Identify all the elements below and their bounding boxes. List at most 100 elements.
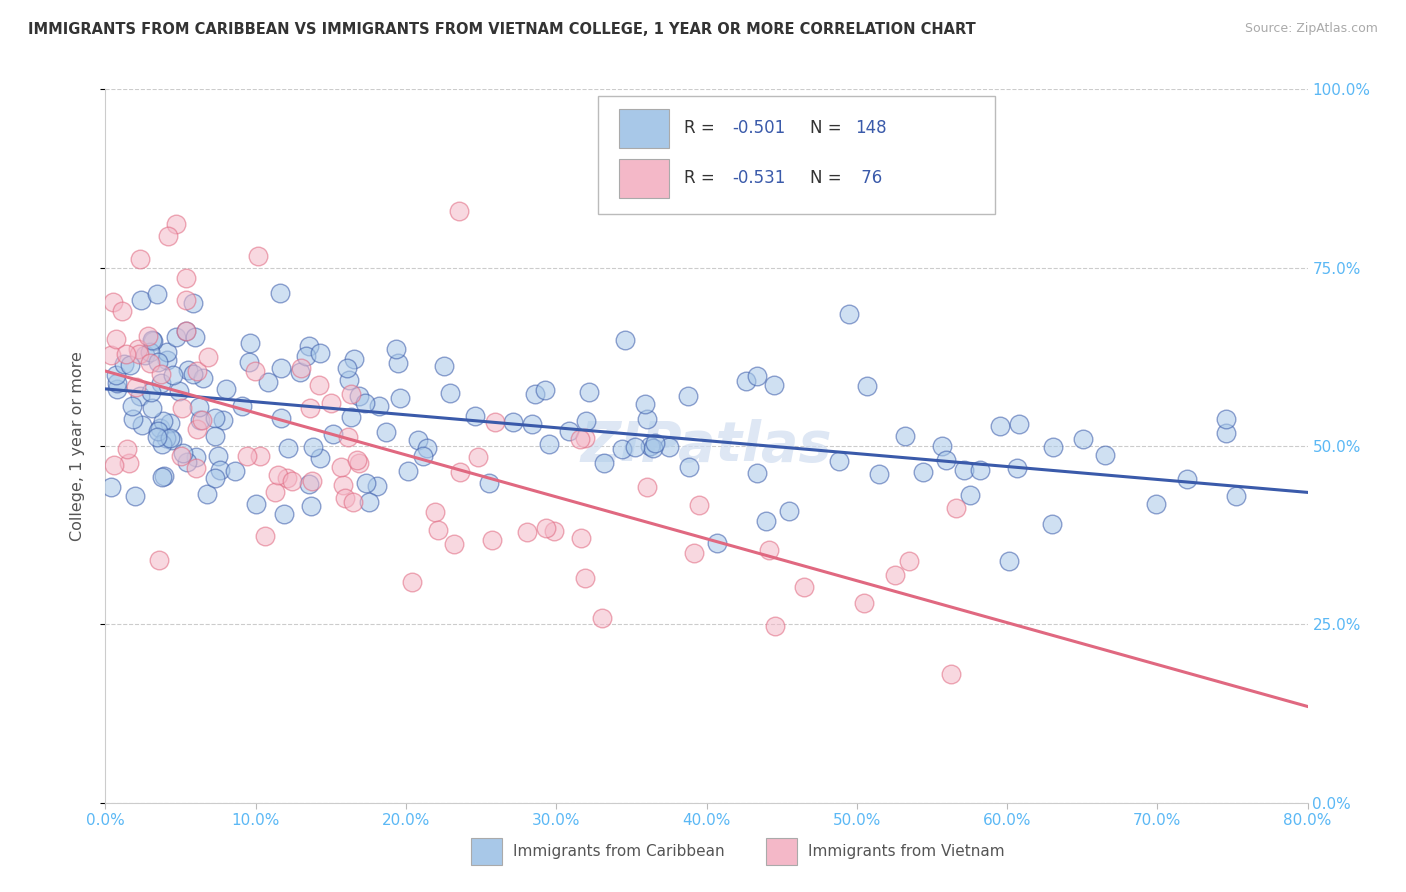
Point: [333, 491, 356, 506]
Point: [578, 385, 600, 400]
Point: [118, 359, 141, 373]
Point: [613, 334, 636, 348]
Text: R =: R =: [683, 169, 720, 187]
Point: [104, 332, 127, 346]
Point: [181, 296, 204, 310]
Point: [238, 355, 260, 369]
Point: [534, 383, 557, 397]
Text: Immigrants from Vietnam: Immigrants from Vietnam: [808, 845, 1005, 859]
Text: ZIPatlas: ZIPatlas: [581, 419, 832, 473]
Point: [172, 446, 194, 460]
Point: [299, 499, 322, 513]
Point: [290, 361, 312, 376]
Point: [423, 505, 446, 519]
Point: [998, 554, 1021, 568]
Point: [263, 484, 285, 499]
Point: [416, 442, 439, 456]
Point: [683, 546, 706, 560]
Point: [634, 397, 657, 411]
Point: [322, 427, 344, 442]
Point: [447, 203, 470, 218]
Point: [735, 375, 758, 389]
Point: [160, 433, 183, 447]
Point: [557, 425, 579, 439]
Point: [100, 348, 122, 362]
Point: [502, 415, 524, 429]
Point: [349, 389, 371, 403]
Point: [1144, 497, 1167, 511]
Point: [340, 410, 363, 425]
Point: [249, 450, 271, 464]
Point: [165, 329, 187, 343]
Point: [1215, 411, 1237, 425]
Point: [103, 295, 125, 310]
Point: [176, 455, 198, 469]
Point: [156, 345, 179, 359]
Point: [1175, 472, 1198, 486]
Text: N =: N =: [810, 120, 846, 137]
Point: [159, 416, 181, 430]
Point: [959, 488, 981, 502]
Point: [188, 413, 211, 427]
Point: [181, 368, 204, 382]
Point: [186, 364, 208, 378]
FancyBboxPatch shape: [766, 838, 797, 865]
Point: [172, 401, 194, 416]
Point: [676, 389, 699, 403]
Point: [330, 460, 353, 475]
Point: [747, 466, 769, 480]
Point: [115, 442, 138, 457]
Point: [464, 409, 486, 423]
Point: [302, 440, 325, 454]
Point: [146, 286, 169, 301]
Point: [139, 355, 162, 369]
Point: [332, 478, 354, 492]
Point: [346, 453, 368, 467]
Point: [1042, 440, 1064, 454]
Point: [150, 376, 173, 390]
Point: [184, 461, 207, 475]
Point: [111, 304, 134, 318]
Point: [257, 376, 280, 390]
Point: [1215, 426, 1237, 441]
Point: [100, 481, 122, 495]
Point: [953, 463, 976, 477]
Point: [150, 367, 173, 381]
Point: [276, 471, 298, 485]
Point: [478, 475, 501, 490]
Text: -0.501: -0.501: [731, 120, 785, 137]
Point: [295, 349, 318, 363]
Point: [146, 430, 169, 444]
Point: [301, 474, 323, 488]
Point: [516, 524, 538, 539]
Point: [855, 379, 877, 393]
Point: [385, 342, 408, 356]
Point: [128, 347, 150, 361]
Point: [212, 413, 235, 427]
Point: [1071, 433, 1094, 447]
Point: [574, 571, 596, 585]
Point: [342, 495, 364, 509]
Point: [174, 293, 197, 307]
Point: [235, 449, 257, 463]
Point: [162, 368, 184, 382]
Point: [636, 480, 658, 494]
Point: [374, 425, 396, 440]
Point: [522, 417, 544, 432]
Point: [204, 429, 226, 443]
Point: [342, 352, 364, 367]
Point: [911, 465, 934, 479]
Point: [277, 441, 299, 455]
Point: [112, 357, 135, 371]
Point: [593, 456, 616, 470]
Point: [298, 476, 321, 491]
Point: [571, 531, 593, 545]
Point: [146, 424, 169, 438]
Point: [778, 503, 800, 517]
Text: 76: 76: [856, 169, 882, 187]
Point: [122, 412, 145, 426]
Point: [467, 450, 489, 464]
Point: [308, 346, 330, 360]
Point: [337, 373, 360, 387]
FancyBboxPatch shape: [599, 96, 995, 214]
